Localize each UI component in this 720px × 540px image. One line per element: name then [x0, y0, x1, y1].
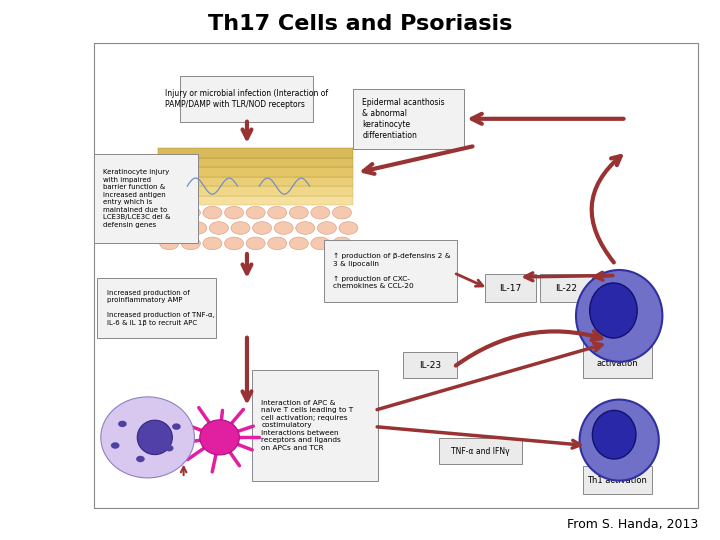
FancyBboxPatch shape [158, 195, 353, 205]
Ellipse shape [580, 400, 659, 481]
Ellipse shape [181, 237, 200, 249]
FancyBboxPatch shape [158, 148, 353, 158]
Circle shape [118, 421, 127, 427]
Ellipse shape [203, 237, 222, 249]
Ellipse shape [333, 237, 351, 249]
Ellipse shape [210, 222, 228, 234]
Ellipse shape [274, 222, 293, 234]
Ellipse shape [289, 206, 308, 219]
FancyArrowPatch shape [377, 427, 580, 448]
FancyBboxPatch shape [180, 76, 313, 122]
Ellipse shape [590, 283, 637, 338]
FancyBboxPatch shape [158, 158, 353, 167]
Ellipse shape [253, 222, 271, 234]
FancyBboxPatch shape [94, 154, 198, 243]
FancyArrowPatch shape [456, 274, 483, 286]
Ellipse shape [296, 222, 315, 234]
Circle shape [111, 442, 120, 449]
Ellipse shape [311, 206, 330, 219]
Text: ↑ production of β-defensins 2 &
3 & lipocalin

↑ production of CXC-
chemokines &: ↑ production of β-defensins 2 & 3 & lipo… [333, 253, 451, 289]
FancyArrowPatch shape [592, 156, 621, 262]
Ellipse shape [311, 237, 330, 249]
Ellipse shape [160, 206, 179, 219]
Ellipse shape [339, 222, 358, 234]
FancyArrowPatch shape [364, 146, 472, 174]
FancyArrowPatch shape [243, 338, 251, 400]
Ellipse shape [199, 420, 239, 455]
FancyArrowPatch shape [472, 114, 624, 124]
Circle shape [136, 456, 145, 462]
Ellipse shape [268, 237, 287, 249]
FancyArrowPatch shape [377, 343, 602, 410]
FancyBboxPatch shape [540, 274, 592, 302]
Circle shape [172, 423, 181, 430]
Ellipse shape [318, 222, 336, 234]
FancyBboxPatch shape [324, 240, 457, 302]
FancyBboxPatch shape [158, 177, 353, 186]
Ellipse shape [593, 410, 636, 459]
Ellipse shape [225, 206, 243, 219]
FancyBboxPatch shape [158, 186, 353, 195]
FancyArrowPatch shape [456, 332, 601, 366]
FancyArrowPatch shape [181, 467, 186, 475]
Ellipse shape [576, 270, 662, 362]
FancyArrowPatch shape [243, 254, 251, 273]
Ellipse shape [160, 237, 179, 249]
FancyBboxPatch shape [485, 274, 536, 302]
Ellipse shape [101, 397, 194, 478]
Text: Th17
activation: Th17 activation [597, 348, 638, 368]
Ellipse shape [246, 206, 265, 219]
Circle shape [165, 445, 174, 451]
Ellipse shape [188, 222, 207, 234]
Text: IL-23: IL-23 [419, 361, 441, 369]
FancyBboxPatch shape [439, 438, 522, 464]
Text: Increased production of
proinflammatory AMP

Increased production of TNF-α,
IL-6: Increased production of proinflammatory … [107, 290, 215, 326]
Ellipse shape [225, 237, 243, 249]
Ellipse shape [333, 206, 351, 219]
Text: Epidermal acanthosis
& abnormal
keratinocyte
differentiation: Epidermal acanthosis & abnormal keratino… [362, 98, 445, 140]
Ellipse shape [246, 237, 265, 249]
FancyArrowPatch shape [525, 273, 613, 281]
FancyBboxPatch shape [583, 466, 652, 494]
FancyArrowPatch shape [243, 122, 251, 138]
Text: Th17 Cells and Psoriasis: Th17 Cells and Psoriasis [208, 14, 512, 35]
Ellipse shape [203, 206, 222, 219]
FancyBboxPatch shape [583, 338, 652, 378]
Text: Keratinocyte injury
with impaired
barrier function &
increased antigen
entry whi: Keratinocyte injury with impaired barrie… [103, 169, 171, 228]
FancyBboxPatch shape [97, 278, 216, 338]
FancyArrowPatch shape [595, 272, 613, 280]
Text: Interaction of APC &
naive T cells leading to T
cell activation; requires
costim: Interaction of APC & naive T cells leadi… [261, 400, 354, 451]
Text: From S. Handa, 2013: From S. Handa, 2013 [567, 518, 698, 531]
FancyBboxPatch shape [252, 370, 378, 481]
Ellipse shape [138, 420, 172, 455]
Text: IL-22: IL-22 [555, 284, 577, 293]
FancyBboxPatch shape [158, 167, 353, 177]
Ellipse shape [181, 206, 200, 219]
Text: Injury or microbial infection (Interaction of
PAMP/DAMP with TLR/NOD receptors: Injury or microbial infection (Interacti… [165, 89, 328, 109]
Ellipse shape [289, 237, 308, 249]
FancyBboxPatch shape [353, 89, 464, 148]
Ellipse shape [231, 222, 250, 234]
Text: IL-17: IL-17 [500, 284, 521, 293]
FancyBboxPatch shape [403, 352, 457, 378]
Text: TNF-α and IFNγ: TNF-α and IFNγ [451, 447, 510, 456]
Ellipse shape [268, 206, 287, 219]
Ellipse shape [166, 222, 185, 234]
Text: Th1 activation: Th1 activation [588, 476, 647, 484]
